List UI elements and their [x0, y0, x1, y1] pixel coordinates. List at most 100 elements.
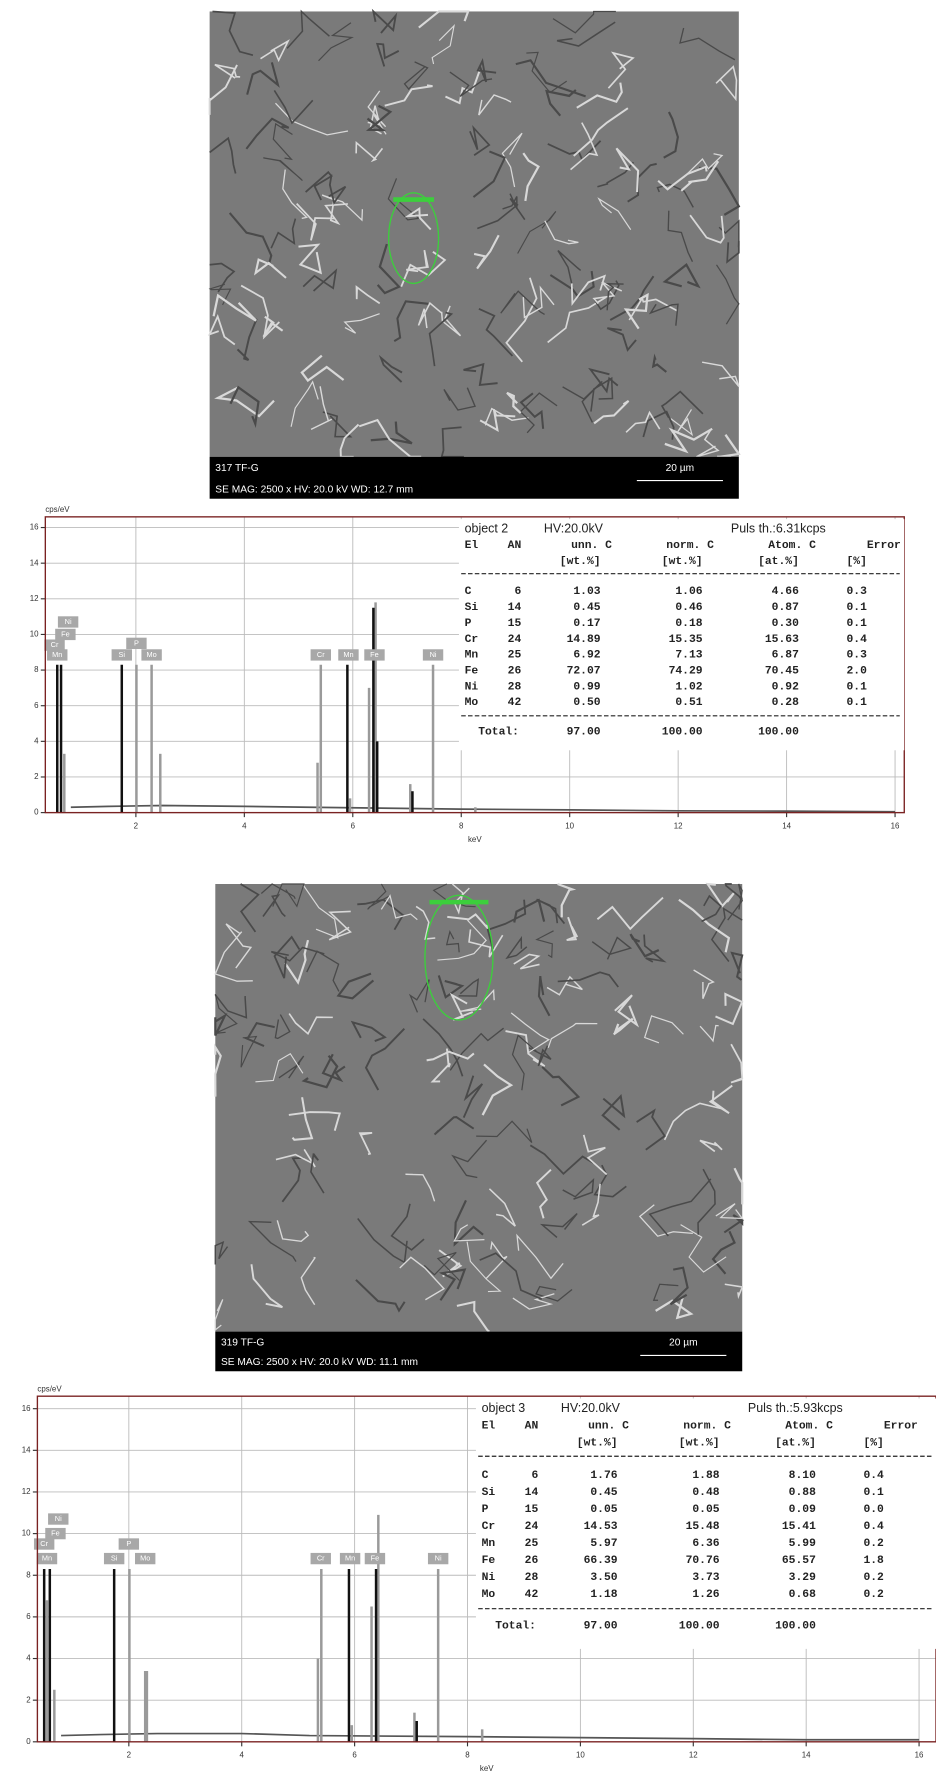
y-tick-label: 16	[22, 1404, 31, 1413]
sample-id: 319 TF-G	[221, 1338, 264, 1349]
table-cell: 1.26	[692, 1589, 719, 1601]
y-axis-label: cps/eV	[37, 1384, 62, 1393]
table-total: 100.00	[775, 1621, 816, 1633]
table-cell: 0.48	[692, 1487, 719, 1499]
x-tick-label: 10	[576, 1751, 585, 1760]
table-cell: 0.4	[863, 1521, 884, 1533]
table-cell: 1.76	[590, 1470, 617, 1482]
table-cell: Mo	[465, 697, 479, 709]
y-tick-label: 10	[22, 1529, 31, 1538]
table-cell: 3.29	[789, 1572, 816, 1584]
table-cell: 0.3	[846, 650, 867, 662]
table-cell: Cr	[465, 634, 479, 646]
table-cell: 8.10	[789, 1470, 816, 1482]
peak-label: Mn	[42, 1554, 52, 1563]
y-tick-label: 8	[26, 1570, 31, 1579]
table-cell: 7.13	[675, 650, 702, 662]
y-tick-label: 12	[22, 1487, 31, 1496]
x-axis-label: keV	[480, 1764, 494, 1773]
x-tick-label: 12	[689, 1751, 698, 1760]
scale-label: 20 µm	[669, 1338, 698, 1349]
sem-settings: SE MAG: 2500 x HV: 20.0 kV WD: 11.1 mm	[221, 1357, 418, 1368]
table-cell: 14.89	[567, 634, 601, 646]
y-tick-label: 2	[34, 772, 38, 781]
y-tick-label: 14	[22, 1445, 31, 1454]
table-cell: 15.41	[782, 1521, 816, 1533]
table-cell: Ni	[482, 1572, 496, 1584]
table-cell: 0.1	[846, 697, 867, 709]
table-header: unn. C	[571, 540, 612, 552]
table-cell: 0.4	[846, 634, 867, 646]
table-cell: 2.0	[846, 666, 867, 678]
table-cell: 0.30	[772, 618, 799, 630]
micrograph	[215, 884, 742, 1332]
x-tick-label: 8	[465, 1751, 470, 1760]
peak-label: P	[126, 1539, 131, 1548]
table-cell: 15	[525, 1504, 539, 1516]
table-header: AN	[525, 1421, 539, 1433]
table-cell: 5.97	[590, 1538, 617, 1550]
x-tick-label: 6	[351, 821, 356, 830]
table-title: object 3	[482, 1401, 526, 1415]
table-cell: Fe	[465, 666, 479, 678]
table-header: AN	[508, 540, 522, 552]
table-cell: 4.66	[772, 586, 799, 598]
table-title: object 2	[465, 522, 509, 536]
table-cell: 1.06	[675, 586, 702, 598]
table-total: Total:	[478, 727, 519, 739]
y-tick-label: 8	[34, 665, 39, 674]
table-cell: 0.17	[573, 618, 600, 630]
table-cell: 15.63	[765, 634, 799, 646]
table-cell: 3.73	[692, 1572, 719, 1584]
table-title: HV:20.0kV	[544, 522, 604, 536]
table-cell: 0.09	[789, 1504, 816, 1516]
table-cell: 70.76	[686, 1555, 720, 1567]
table-cell: 1.88	[692, 1470, 719, 1482]
table-cell: 0.1	[846, 681, 867, 693]
table-cell: 0.45	[573, 602, 600, 614]
table-cell: 0.28	[772, 697, 799, 709]
table-cell: 0.68	[789, 1589, 816, 1601]
peak-label: Mo	[146, 650, 156, 659]
y-tick-label: 6	[34, 701, 39, 710]
peak-label: Ni	[55, 1514, 62, 1523]
table-cell: Si	[465, 602, 479, 614]
table-header: norm. C	[666, 540, 714, 552]
table-cell: 24	[525, 1521, 539, 1533]
table-total: 100.00	[758, 727, 799, 739]
table-header: Atom. C	[768, 540, 816, 552]
table-cell: 28	[525, 1572, 539, 1584]
table-cell: 6.92	[573, 650, 600, 662]
table-cell: 24	[508, 634, 522, 646]
table-cell: 1.02	[675, 681, 702, 693]
peak-label: Si	[119, 650, 126, 659]
peak-label: P	[134, 638, 139, 647]
y-tick-label: 2	[26, 1695, 30, 1704]
x-tick-label: 8	[459, 821, 464, 830]
table-cell: 1.8	[863, 1555, 884, 1567]
table-cell: 6	[514, 586, 521, 598]
table-cell: 6.87	[772, 650, 799, 662]
table-unit: [at.%]	[775, 1438, 816, 1450]
table-cell: 0.1	[846, 618, 867, 630]
table-cell: 14	[508, 602, 522, 614]
table-cell: 0.05	[590, 1504, 617, 1516]
table-unit: [wt.%]	[662, 556, 703, 568]
table-cell: 1.03	[573, 586, 600, 598]
table-cell: 0.99	[573, 681, 600, 693]
table-cell: Mn	[482, 1538, 496, 1550]
table-cell: Ni	[465, 681, 479, 693]
table-unit: [wt.%]	[560, 556, 601, 568]
peak-label: Cr	[51, 640, 59, 649]
peak-label: Cr	[317, 1554, 325, 1563]
y-tick-label: 4	[34, 736, 39, 745]
table-cell: 70.45	[765, 666, 799, 678]
table-cell: 0.4	[863, 1470, 884, 1482]
table-cell: Cr	[482, 1521, 496, 1533]
table-cell: 14.53	[584, 1521, 618, 1533]
x-tick-label: 2	[134, 821, 138, 830]
x-tick-label: 14	[802, 1751, 811, 1760]
x-tick-label: 4	[242, 821, 247, 830]
table-cell: 6	[531, 1470, 538, 1482]
table-cell: 0.2	[863, 1538, 884, 1550]
